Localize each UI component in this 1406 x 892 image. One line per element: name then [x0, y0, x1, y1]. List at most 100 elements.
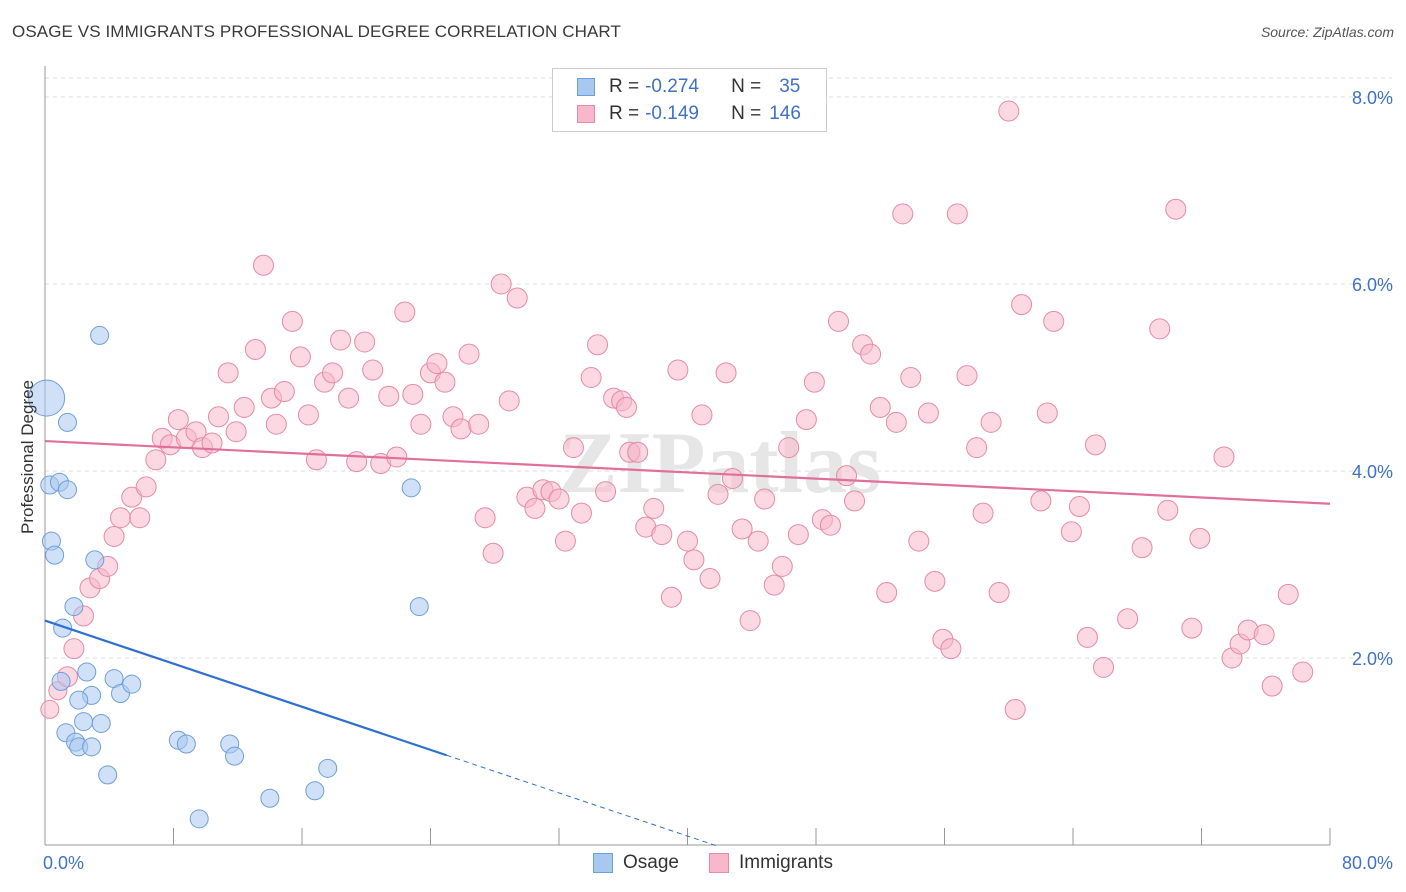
chart-title: OSAGE VS IMMIGRANTS PROFESSIONAL DEGREE …	[12, 22, 621, 41]
immigrants-point	[297, 404, 319, 426]
osage-point	[260, 788, 280, 808]
immigrants-point	[885, 411, 907, 433]
legend-n-label: N =	[731, 76, 762, 97]
immigrants-point	[1157, 499, 1179, 521]
trend-lines	[44, 439, 1331, 848]
immigrants-point	[1030, 490, 1052, 512]
immigrants-point	[917, 402, 939, 424]
legend-swatch-osage	[593, 853, 613, 873]
legend-n-label: N =	[731, 103, 762, 124]
immigrants-point	[627, 441, 649, 463]
immigrants-point	[482, 542, 504, 564]
osage-point	[122, 674, 142, 694]
immigrants-point	[554, 530, 576, 552]
immigrants-point	[844, 490, 866, 512]
legend-item-immigrants[interactable]: Immigrants	[708, 852, 833, 874]
immigrants-point	[715, 362, 737, 384]
legend-swatch-immigrants	[708, 853, 729, 873]
osage-point	[53, 618, 73, 638]
osage-point	[28, 379, 66, 417]
osage-point	[64, 597, 84, 617]
legend-swatch-osage	[577, 78, 595, 96]
immigrants-point	[1004, 698, 1026, 720]
immigrants-point	[354, 331, 376, 353]
y-tick-label: 2.0%	[1352, 649, 1393, 669]
immigrants-point	[1084, 434, 1106, 456]
immigrants-point	[1181, 617, 1203, 639]
immigrants-point	[587, 334, 609, 356]
immigrants-point	[956, 365, 978, 387]
immigrants-point	[1043, 310, 1065, 332]
immigrants-point	[900, 367, 922, 388]
osage-point	[69, 690, 89, 710]
series-legend: Osage Immigrants	[593, 852, 863, 874]
immigrants-point	[1093, 656, 1115, 678]
x-tick-label: 0.0%	[43, 853, 84, 873]
immigrants-point	[402, 383, 424, 405]
legend-n-value: 35	[779, 76, 801, 97]
legend-item-osage[interactable]: Osage	[593, 852, 679, 874]
immigrants-point	[836, 465, 858, 487]
osage-point	[82, 737, 102, 757]
immigrants-point	[305, 449, 327, 471]
osage-point	[318, 758, 338, 778]
immigrants-point	[362, 359, 384, 381]
immigrants-point	[1117, 608, 1139, 630]
immigrants-point	[683, 549, 705, 571]
osage-point	[85, 550, 105, 570]
immigrants-point	[129, 507, 151, 529]
immigrants-point	[233, 396, 255, 418]
y-axis-label: Professional Degree	[18, 380, 37, 534]
osage-point	[91, 713, 111, 733]
immigrants-point	[217, 362, 239, 384]
immigrants-point	[966, 437, 988, 459]
immigrants-point	[109, 507, 131, 529]
immigrants-point	[1131, 537, 1153, 559]
immigrants-point	[1068, 496, 1090, 518]
legend-r-label: R =	[609, 76, 640, 97]
immigrants-point	[795, 409, 817, 431]
immigrants-point	[394, 301, 416, 323]
osage-point	[77, 662, 97, 682]
immigrants-point	[468, 413, 490, 435]
legend-row-immigrants: R = -0.149 N = 146	[577, 101, 801, 127]
immigrants-point	[562, 437, 584, 459]
immigrants-point	[330, 329, 352, 351]
immigrants-point	[787, 524, 809, 546]
immigrants-point	[1213, 446, 1235, 468]
legend-r-label: R =	[609, 103, 640, 124]
immigrants-point	[1011, 294, 1033, 316]
immigrants-point	[827, 310, 849, 332]
immigrants-point	[145, 449, 167, 471]
immigrants-point	[1076, 626, 1098, 648]
immigrants-point	[570, 502, 592, 524]
immigrants-point	[40, 699, 60, 719]
immigrants-point	[763, 574, 785, 596]
immigrants-point	[988, 582, 1010, 604]
immigrants-point	[1253, 624, 1275, 646]
osage-point	[176, 734, 196, 754]
osage-point	[98, 765, 118, 785]
legend-n-value: 146	[769, 103, 801, 124]
immigrants-point	[524, 497, 546, 519]
immigrants-point	[721, 467, 743, 489]
immigrants-point	[667, 359, 689, 381]
immigrants-point	[548, 488, 570, 510]
legend-row-osage: R = -0.274 N = 35	[577, 74, 800, 100]
immigrants-point	[940, 638, 962, 660]
immigrants-point	[803, 371, 825, 393]
immigrants-point	[946, 203, 968, 225]
immigrants-point	[731, 518, 753, 540]
osage-point	[401, 478, 421, 498]
immigrants-point	[1165, 198, 1187, 220]
immigrants-point	[699, 568, 721, 590]
immigrants-point	[778, 437, 800, 459]
immigrants-point	[998, 100, 1020, 122]
osage-point	[225, 746, 245, 766]
y-tick-label: 4.0%	[1352, 462, 1393, 482]
immigrants-point	[474, 507, 496, 529]
osage-point	[305, 781, 325, 801]
x-tick-label: 80.0%	[1342, 853, 1393, 873]
osage-point	[51, 671, 71, 691]
